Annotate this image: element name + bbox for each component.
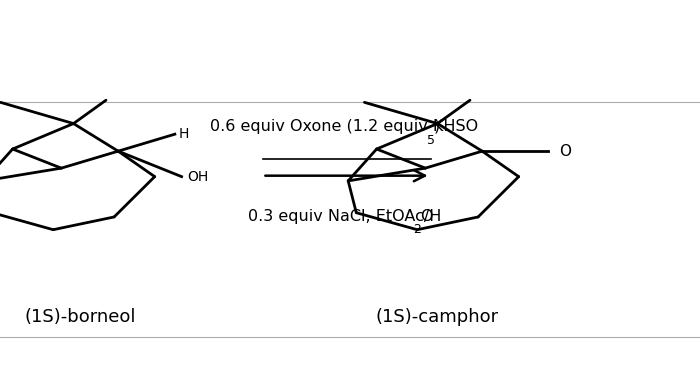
Text: 0.6 equiv Oxone (1.2 equiv KHSO: 0.6 equiv Oxone (1.2 equiv KHSO (210, 119, 479, 134)
Text: O: O (559, 144, 571, 158)
Text: O: O (420, 209, 433, 224)
Text: 0.3 equiv NaCl, EtOAc/H: 0.3 equiv NaCl, EtOAc/H (248, 209, 441, 224)
Text: ): ) (434, 119, 440, 134)
Text: (1S)-camphor: (1S)-camphor (376, 307, 499, 326)
Text: (1S)-borneol: (1S)-borneol (25, 307, 136, 326)
Text: 2: 2 (413, 223, 421, 236)
Text: H: H (179, 127, 190, 141)
Text: OH: OH (187, 169, 209, 184)
Text: 5: 5 (427, 134, 435, 147)
